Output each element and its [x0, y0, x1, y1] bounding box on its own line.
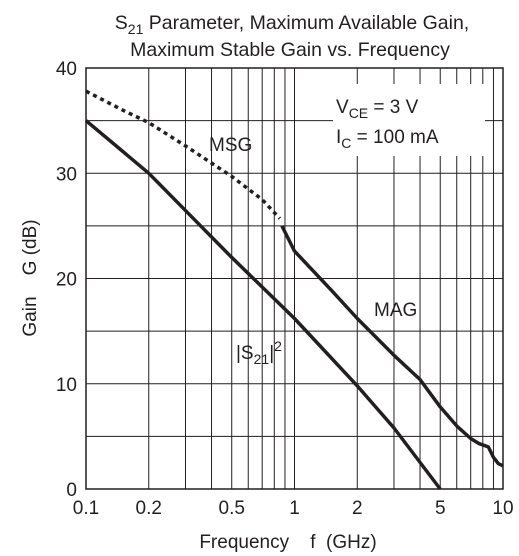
x-axis-label: Frequency f (GHz) — [199, 532, 376, 553]
y-axis-label: Gain G (dB) — [20, 219, 41, 336]
x-tick-label: 0.2 — [136, 498, 162, 519]
x-tick-label: 5 — [435, 498, 446, 519]
series-line-msg — [85, 89, 282, 220]
ic-condition: IC = 100 mA — [336, 127, 439, 151]
chart-title-line-1: S21 Parameter, Maximum Available Gain, — [115, 12, 469, 37]
x-tick-label: 10 — [492, 498, 513, 519]
mag-series-label: MAG — [374, 300, 417, 321]
y-tick-label: 30 — [56, 164, 77, 185]
chart-title-line-2: Maximum Stable Gain vs. Frequency — [130, 39, 450, 61]
conditions-box-background — [333, 84, 485, 156]
series-line-s212 — [84, 119, 442, 491]
plot-frame — [85, 67, 504, 490]
x-tick-label: 0.1 — [73, 498, 99, 519]
y-tick-label: 10 — [56, 375, 77, 396]
msg-series-label: MSG — [209, 135, 252, 156]
x-tick-label: 1 — [289, 498, 300, 519]
y-tick-label: 20 — [56, 270, 77, 291]
x-tick-label: 0.5 — [219, 498, 245, 519]
tick-labels: 0.1 0.2 0.5 1 2 5 10 0 10 20 30 40 — [56, 59, 514, 519]
y-tick-label: 40 — [56, 59, 77, 80]
s21-series-label: |S21|2 — [236, 338, 282, 367]
data-series — [84, 89, 504, 491]
vce-condition: VCE = 3 V — [336, 97, 419, 121]
series-line-mag — [280, 225, 504, 468]
y-tick-label: 0 — [66, 480, 77, 501]
x-tick-label: 2 — [352, 498, 363, 519]
